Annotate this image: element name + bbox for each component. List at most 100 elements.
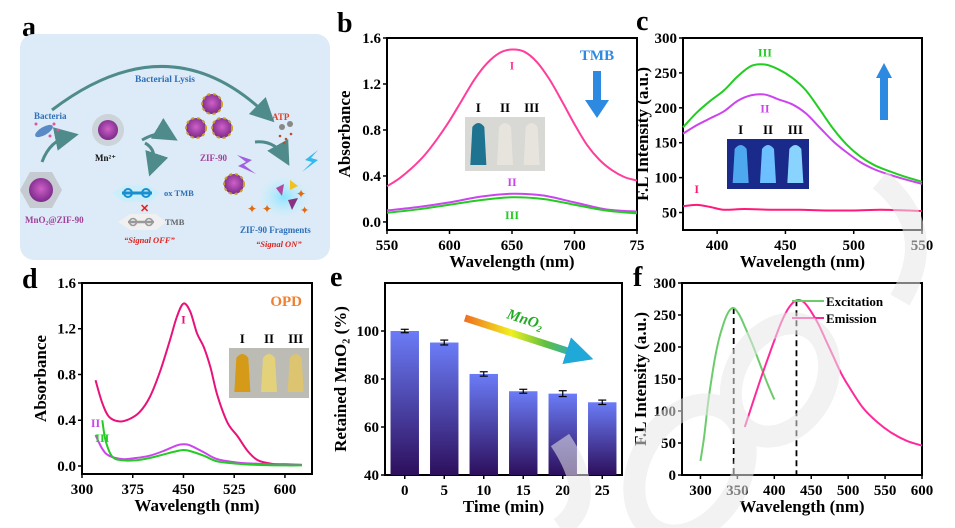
y-tick-label: 200 bbox=[655, 101, 678, 117]
bar bbox=[509, 391, 538, 475]
inset-label: II bbox=[763, 122, 773, 137]
x-tick-label: 450 bbox=[800, 483, 823, 499]
series-line-iii bbox=[101, 420, 302, 467]
x-tick-label: 75 bbox=[630, 238, 645, 254]
bar bbox=[430, 342, 459, 475]
y-tick-label: 0.8 bbox=[362, 123, 381, 139]
y-tick-label: 0.0 bbox=[362, 215, 381, 231]
y-tick-label: 60 bbox=[364, 420, 379, 436]
y-tick-label: 0 bbox=[669, 468, 677, 484]
x-tick-label: 550 bbox=[874, 483, 897, 499]
y-tick-label: 1.6 bbox=[57, 276, 76, 292]
x-tick-label: 400 bbox=[763, 483, 786, 499]
chart-f: 300 350 400 450 500 550 600050100150200250300W… bbox=[631, 276, 933, 516]
series-line-ii bbox=[386, 192, 638, 213]
series-label: II bbox=[507, 175, 517, 189]
panel-letter-d: d bbox=[22, 264, 38, 295]
series-label: I bbox=[510, 58, 515, 72]
y-tick-label: 1.2 bbox=[57, 322, 76, 338]
x-tick-label: 500 bbox=[837, 483, 860, 499]
x-axis-label: Wavelength (nm) bbox=[449, 252, 574, 271]
tube-icon bbox=[287, 354, 304, 392]
chart-c: 400 450 500 550 50 100 150 200 250 300 Wavelength … bbox=[633, 31, 933, 271]
panel-letter-e: e bbox=[330, 262, 343, 293]
up-arrow-icon-head bbox=[876, 63, 892, 78]
series-label: II bbox=[760, 102, 770, 116]
y-tick-label: 100 bbox=[654, 404, 677, 420]
series-line-ii bbox=[682, 93, 923, 185]
x-tick-label: 550 bbox=[911, 238, 934, 254]
chart-e: 0 5 10 15 20 25 40 60 80 100 Time (min) Retained Mn… bbox=[331, 282, 623, 516]
x-tick-label: 700 bbox=[563, 238, 586, 254]
y-axis-label: F.L Intensity (a.u.) bbox=[631, 312, 650, 446]
x-tick-label: 525 bbox=[223, 482, 246, 498]
x-axis-label: Wavelength (nm) bbox=[134, 496, 259, 515]
chart-d: 300 375 450 525 600 0.0 0.4 0.8 1.2 1.6 Wavelength… bbox=[31, 276, 313, 515]
x-tick-label: 20 bbox=[555, 483, 570, 499]
x-tick-label: 0 bbox=[401, 483, 409, 499]
y-tick-label: 300 bbox=[654, 276, 677, 292]
tube-icon bbox=[470, 123, 487, 165]
y-tick-label: 1.2 bbox=[362, 77, 381, 93]
inset-label: I bbox=[738, 122, 743, 137]
x-tick-label: 375 bbox=[121, 482, 144, 498]
panel-letter-c: c bbox=[636, 6, 649, 37]
x-tick-label: 450 bbox=[774, 238, 797, 254]
tmb-annotation: TMB bbox=[580, 48, 614, 64]
x-tick-label: 600 bbox=[911, 483, 934, 499]
y-axis-label: Absorbance bbox=[335, 90, 354, 177]
opd-annotation: OPD bbox=[270, 294, 302, 310]
series-label: I bbox=[694, 182, 699, 196]
y-tick-label: 1.6 bbox=[362, 31, 381, 47]
series-line-excitation bbox=[699, 306, 776, 462]
x-tick-label: 600 bbox=[438, 238, 461, 254]
plot-frame bbox=[384, 282, 623, 476]
y-axis-label: Retained MnO₂ (%) bbox=[331, 306, 350, 452]
x-tick-label: 300 bbox=[689, 483, 712, 499]
panel-letter-b: b bbox=[337, 8, 353, 39]
inset-label: I bbox=[476, 100, 481, 115]
x-tick-label: 25 bbox=[595, 483, 610, 499]
tube-icon bbox=[261, 354, 277, 392]
inset-label: II bbox=[264, 331, 274, 346]
y-tick-label: 0.4 bbox=[362, 169, 381, 185]
y-tick-label: 50 bbox=[661, 436, 676, 452]
y-tick-label: 150 bbox=[654, 372, 677, 388]
y-tick-label: 0.0 bbox=[57, 459, 76, 475]
y-tick-label: 250 bbox=[654, 308, 677, 324]
series-label: II bbox=[91, 416, 101, 430]
y-tick-label: 100 bbox=[357, 324, 380, 340]
y-tick-label: 50 bbox=[662, 206, 677, 222]
inset-label: III bbox=[288, 331, 303, 346]
bar bbox=[390, 331, 419, 475]
y-tick-label: 40 bbox=[364, 468, 379, 484]
panel-letter-f: f bbox=[633, 262, 643, 293]
down-arrow-icon-head bbox=[585, 100, 609, 118]
series-label: III bbox=[505, 208, 519, 222]
series-line-i bbox=[682, 203, 923, 213]
y-tick-label: 150 bbox=[655, 136, 678, 152]
series-line-i bbox=[386, 48, 638, 188]
tube-icon bbox=[732, 145, 749, 183]
x-tick-label: 500 bbox=[842, 238, 865, 254]
x-axis-label: Wavelength (nm) bbox=[739, 497, 864, 516]
inset-label: III bbox=[524, 100, 539, 115]
bar bbox=[469, 373, 498, 475]
plot-frame bbox=[81, 282, 313, 475]
y-tick-label: 0.8 bbox=[57, 367, 76, 383]
y-tick-label: 80 bbox=[364, 372, 379, 388]
y-axis-label: F.L Intensity (a.u.) bbox=[633, 67, 652, 201]
inset-label: III bbox=[788, 122, 803, 137]
x-axis-label: Wavelength (nm) bbox=[740, 252, 865, 271]
x-tick-label: 450 bbox=[172, 482, 195, 498]
x-tick-label: 550 bbox=[376, 238, 399, 254]
plot-frame bbox=[681, 282, 923, 476]
series-line-iii bbox=[682, 63, 923, 183]
y-tick-label: 200 bbox=[654, 340, 677, 356]
tube-icon bbox=[760, 145, 776, 183]
inset-label: II bbox=[500, 100, 510, 115]
down-arrow-icon bbox=[593, 71, 601, 101]
series-line-iii bbox=[386, 196, 638, 215]
y-tick-label: 100 bbox=[655, 171, 678, 187]
up-arrow-icon bbox=[880, 78, 888, 120]
